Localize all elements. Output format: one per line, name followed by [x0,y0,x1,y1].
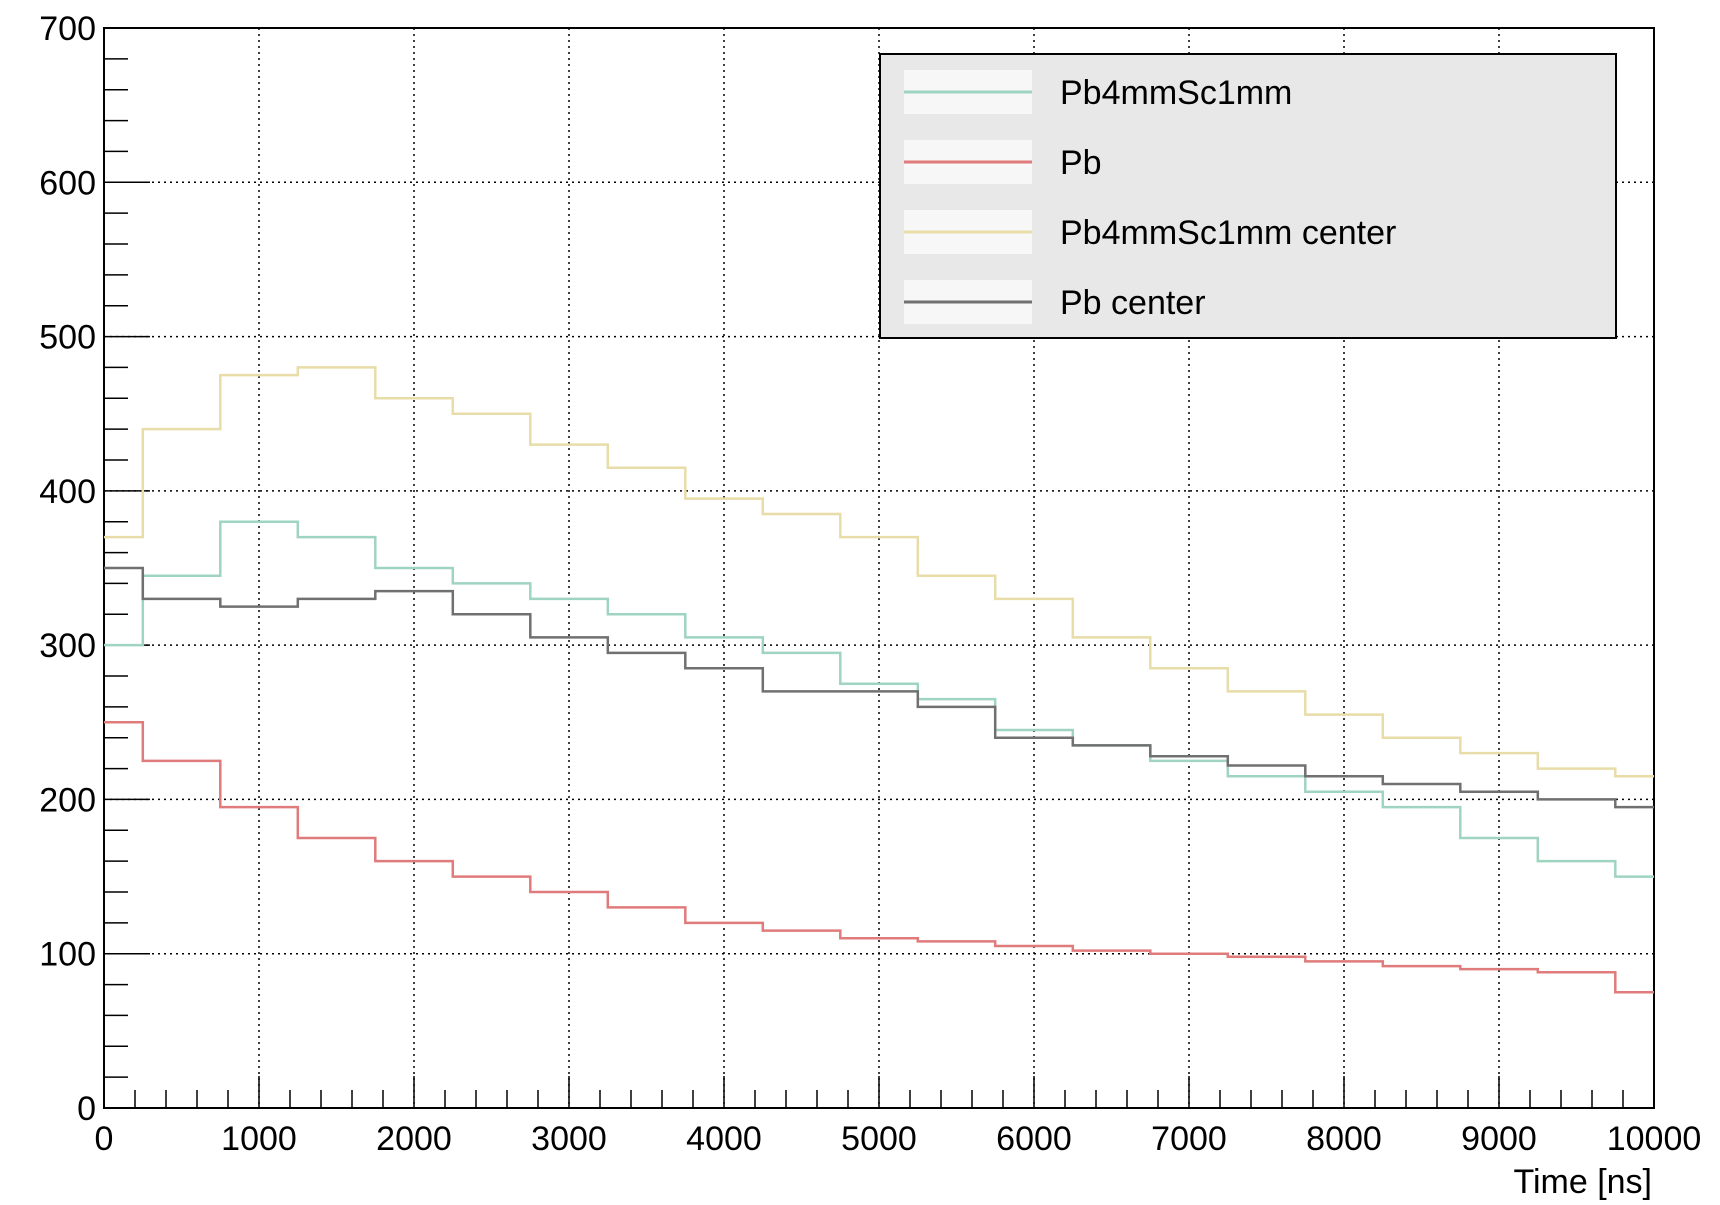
y-tick-label: 600 [39,164,96,202]
legend-label-pb-center: Pb center [1060,284,1206,322]
y-tick-label: 300 [39,627,96,665]
series-pb4mmsc1mm [104,520,1654,878]
x-tick-label: 0 [95,1120,114,1158]
x-tick-label: 7000 [1151,1120,1227,1158]
x-tick-label: 10000 [1607,1120,1702,1158]
legend-label-pb4mmsc1mm: Pb4mmSc1mm [1060,74,1292,112]
y-tick-label: 500 [39,319,96,357]
legend-label-pb4mmsc1mm-center: Pb4mmSc1mm center [1060,214,1396,252]
y-tick-labels: 0 100 200 300 400 500 600 700 [39,10,96,1128]
x-tick-labels: 0 1000 2000 3000 4000 5000 6000 7000 8000 9000 100… [95,1120,1702,1158]
series-pb [104,721,1654,994]
x-tick-label: 9000 [1461,1120,1537,1158]
y-tick-label: 0 [77,1090,96,1128]
x-axis-title: Time [ns] [1513,1163,1652,1201]
series-pb-center [104,566,1654,809]
x-tick-label: 4000 [686,1120,762,1158]
legend: Pb4mmSc1mm Pb Pb4mmSc1mm center Pb center [879,53,1617,339]
axis-ticks [103,27,1655,1109]
x-tick-label: 6000 [996,1120,1072,1158]
y-tick-label: 100 [39,936,96,974]
x-tick-label: 3000 [531,1120,607,1158]
x-tick-label: 2000 [376,1120,452,1158]
y-tick-label: 700 [39,10,96,48]
x-tick-label: 1000 [221,1120,297,1158]
x-tick-label: 5000 [841,1120,917,1158]
y-tick-label: 400 [39,473,96,511]
series-layer [104,366,1654,994]
series-pb4mmsc1mm-center [104,366,1654,778]
x-tick-label: 8000 [1306,1120,1382,1158]
y-tick-label: 200 [39,781,96,819]
legend-label-pb: Pb [1060,144,1102,182]
